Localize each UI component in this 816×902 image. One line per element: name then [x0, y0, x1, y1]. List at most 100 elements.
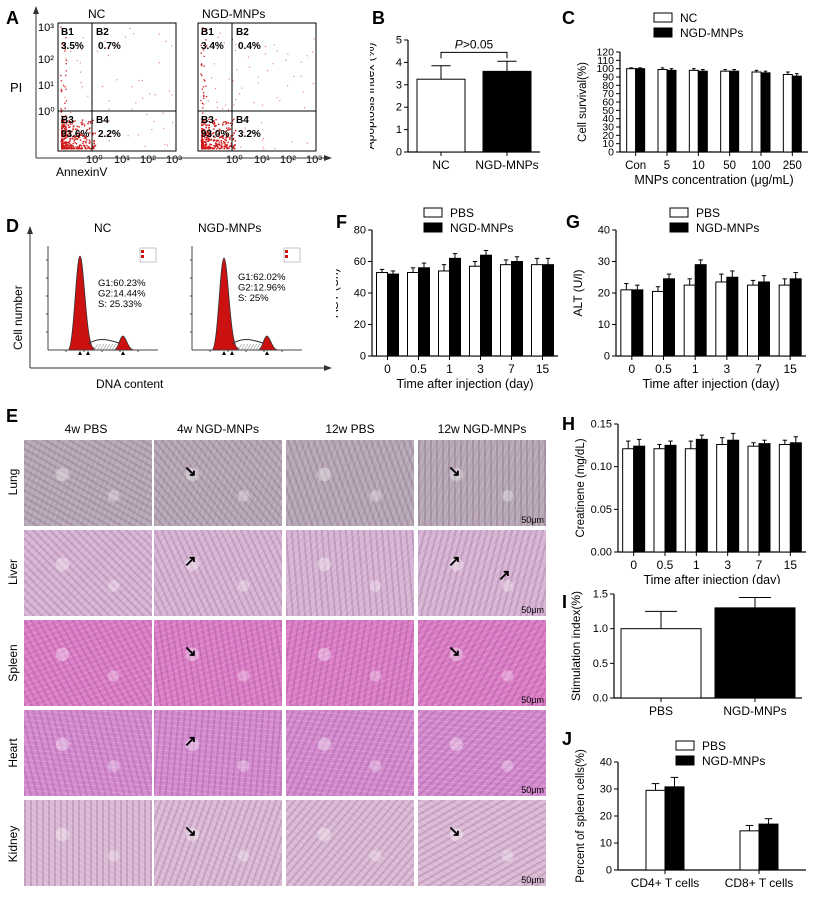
quadrant-value: 0.7%	[98, 41, 121, 52]
flow-dot	[69, 123, 72, 125]
s-phase-hatch	[252, 343, 258, 351]
p-symbol: P	[455, 37, 463, 51]
flow-dot	[94, 132, 96, 135]
flow-dot	[62, 147, 64, 150]
flow-dot	[233, 104, 235, 106]
flow-dot	[60, 140, 62, 143]
flow-dot	[71, 136, 74, 138]
flow-dot	[229, 122, 232, 124]
flow-dot	[205, 117, 207, 119]
flow-dot	[69, 126, 71, 128]
bar	[778, 284, 791, 357]
cell-cycle-stat: G2:12.96%	[238, 283, 286, 294]
y-tick-label: 0	[360, 351, 366, 363]
flow-dot	[65, 126, 67, 129]
flow-dot	[65, 133, 67, 136]
cell-cycle-legend-swatch	[285, 255, 288, 258]
flow-dot	[225, 145, 227, 147]
flow-dot	[300, 61, 302, 63]
flow-dot	[225, 139, 227, 142]
x-tick-label: 15	[784, 558, 798, 572]
flow-dot	[223, 142, 225, 144]
flow-plot-nc: NC B1 B2 B3 B4 3.5% 0.7% 93.6% 2.2% 10⁰ 10¹ 10² 10³…	[38, 7, 182, 166]
flow-dot	[85, 141, 87, 144]
s-phase-hatch	[108, 343, 114, 351]
flow-dot	[85, 135, 87, 137]
g1-peak	[67, 255, 95, 351]
flow-dot	[63, 147, 65, 149]
bar	[664, 444, 677, 553]
flow-dot	[228, 128, 231, 131]
flow-dot	[205, 85, 207, 87]
flow-dot	[74, 128, 77, 130]
histology-image-heart	[286, 710, 414, 796]
y-tick-label: 10	[598, 319, 610, 331]
flow-dot	[73, 134, 75, 137]
flow-dot	[69, 140, 71, 142]
y-tick-label: 0	[604, 351, 610, 363]
s-phase-hatch	[96, 343, 102, 351]
flow-dot	[70, 112, 72, 114]
flow-dot	[74, 138, 77, 141]
y-tick-label: 5	[396, 35, 402, 47]
x-tick-label: 3	[723, 362, 730, 376]
flow-dot	[222, 121, 225, 124]
flow-dot	[203, 94, 205, 97]
flow-y-arrow	[33, 6, 39, 14]
flow-dot	[62, 125, 64, 127]
y-tick-label: 1.0	[593, 623, 608, 635]
quadrant-name: B4	[96, 115, 109, 126]
flow-dot	[225, 127, 228, 129]
flow-dot	[201, 128, 203, 130]
flow-dot	[78, 144, 81, 147]
bar	[758, 823, 779, 871]
flow-dot	[62, 131, 65, 133]
legend-swatch	[669, 222, 689, 233]
flow-dot	[206, 131, 209, 134]
flow-dot	[201, 143, 204, 145]
x-tick-label: 10	[692, 160, 705, 172]
flow-dot	[247, 116, 249, 118]
flow-dot	[63, 137, 65, 140]
quadrant-name: B2	[96, 27, 109, 38]
cell-cycle-x-label: DNA content	[96, 377, 164, 391]
bar	[739, 830, 760, 871]
flow-dot	[213, 147, 216, 150]
bar	[407, 272, 419, 357]
flow-dot	[261, 122, 263, 124]
flow-dot	[222, 141, 225, 143]
flow-dot	[61, 144, 63, 147]
s-phase-hatch	[255, 343, 261, 351]
flow-dot	[202, 129, 204, 131]
flow-dot	[218, 141, 220, 143]
flow-dot	[220, 147, 223, 149]
flow-dot	[64, 48, 66, 50]
flow-dot	[306, 142, 308, 144]
flow-dot	[209, 143, 211, 146]
bar	[449, 257, 461, 357]
legend-label: NGD-MNPs	[696, 221, 759, 235]
flow-dot	[72, 145, 74, 147]
y-tick-label: 20	[602, 130, 614, 142]
flow-dot	[65, 37, 67, 39]
flow-dot	[137, 134, 140, 136]
flow-dot	[83, 137, 86, 140]
panel-letter-g: G	[566, 212, 580, 232]
flow-dot	[279, 100, 281, 102]
flow-dot	[225, 104, 227, 106]
cell-cycle-stat: G2:14.44%	[98, 289, 146, 300]
flow-dot	[64, 102, 66, 104]
flow-dot	[234, 143, 236, 146]
flow-dot	[213, 132, 215, 134]
flow-dot	[108, 140, 110, 142]
y-tick-label: 110	[597, 55, 614, 67]
flow-dot	[201, 138, 203, 140]
phase-marker	[230, 351, 234, 355]
flow-dot	[203, 147, 205, 150]
flow-dot	[216, 140, 218, 143]
cell-cycle-stat: S: 25.33%	[98, 299, 142, 310]
flow-dot	[65, 125, 67, 128]
flow-dot	[313, 38, 315, 40]
panel-letter-d: D	[6, 216, 19, 236]
